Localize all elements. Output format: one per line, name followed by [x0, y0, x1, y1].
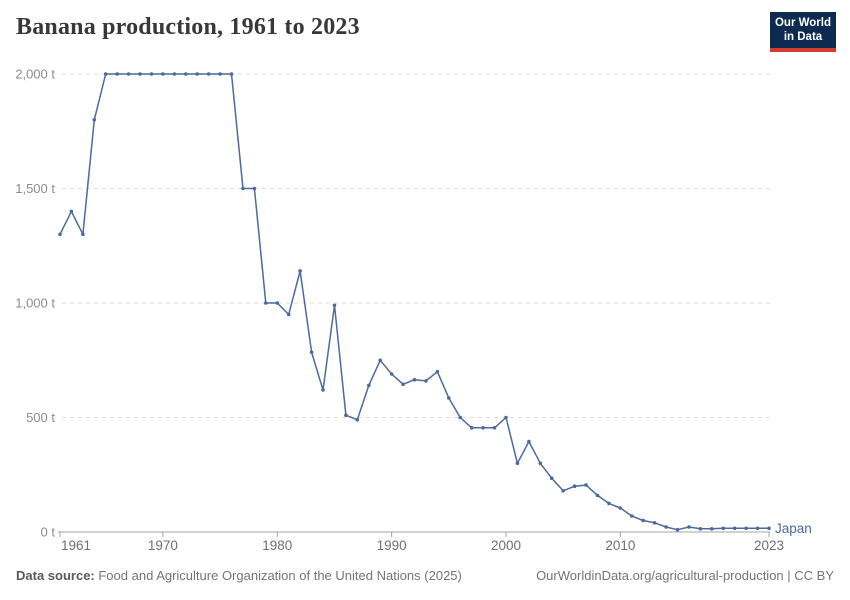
data-point	[367, 383, 371, 388]
x-tick-label: 1961	[61, 538, 91, 553]
owid-logo-line1: Our World	[774, 17, 831, 29]
series-line-japan	[59, 73, 770, 531]
data-point	[184, 72, 188, 76]
data-point	[561, 489, 565, 493]
data-point	[332, 303, 337, 308]
data-point	[732, 526, 737, 531]
data-point	[698, 527, 703, 531]
data-point	[149, 72, 154, 76]
data-point	[515, 461, 520, 466]
data-point	[195, 72, 199, 76]
data-point	[286, 312, 291, 317]
data-point	[298, 269, 302, 273]
data-point	[572, 484, 577, 489]
data-point	[435, 369, 440, 374]
data-point	[252, 186, 257, 191]
data-point	[412, 377, 417, 382]
data-point	[389, 372, 394, 376]
data-point	[630, 514, 634, 518]
x-tick-label: 2023	[754, 538, 784, 553]
series-label-japan[interactable]: Japan	[775, 521, 812, 536]
y-tick-label: 1,000 t	[15, 296, 55, 311]
data-point	[138, 72, 142, 76]
owid-logo[interactable]: Our World in Data	[770, 12, 836, 52]
data-point	[710, 527, 714, 531]
x-tick-label: 2010	[605, 538, 635, 553]
data-point	[229, 72, 234, 76]
data-point	[447, 396, 451, 400]
data-point	[378, 358, 383, 363]
data-point	[355, 418, 360, 422]
data-point	[275, 301, 280, 305]
footer-citation-link[interactable]: OurWorldinData.org/agricultural-producti…	[536, 568, 834, 583]
data-point	[92, 118, 97, 122]
data-point	[595, 493, 600, 498]
data-point	[469, 426, 474, 430]
y-tick-label: 2,000 t	[15, 67, 55, 82]
x-tick-label: 1990	[377, 538, 407, 553]
data-point	[721, 526, 726, 531]
data-point	[424, 379, 428, 383]
data-point	[687, 525, 691, 529]
data-point	[69, 209, 74, 214]
data-point	[538, 461, 543, 466]
data-source: Data source: Food and Agriculture Organi…	[16, 568, 462, 583]
data-point	[344, 413, 348, 418]
data-point	[58, 232, 62, 237]
data-point	[767, 526, 771, 531]
data-point	[218, 72, 222, 76]
data-point	[504, 415, 508, 420]
y-tick-label: 500 t	[26, 410, 55, 425]
data-point	[321, 388, 325, 392]
data-point	[241, 186, 245, 191]
data-point	[755, 526, 760, 531]
owid-logo-line2: in Data	[783, 31, 823, 43]
data-point	[675, 527, 680, 532]
data-point	[458, 415, 463, 420]
y-tick-label: 0 t	[41, 525, 56, 540]
data-point	[549, 476, 554, 481]
data-point	[115, 72, 119, 76]
chart-title: Banana production, 1961 to 2023	[16, 14, 360, 40]
x-tick-label: 1980	[262, 538, 292, 553]
data-point	[161, 72, 165, 76]
data-point	[309, 350, 314, 355]
data-point	[103, 72, 108, 76]
data-point	[527, 439, 531, 444]
data-point	[206, 72, 211, 76]
data-point	[126, 72, 131, 76]
data-point	[607, 501, 611, 506]
data-point	[652, 521, 657, 525]
data-source-label: Data source:	[16, 568, 95, 583]
data-source-text: Food and Agriculture Organization of the…	[94, 568, 462, 583]
data-point	[264, 301, 268, 305]
data-point	[618, 506, 623, 510]
data-point	[172, 72, 177, 76]
data-point	[401, 382, 405, 387]
data-point	[744, 526, 748, 531]
x-tick-label: 2000	[491, 538, 521, 553]
data-point	[481, 426, 485, 430]
y-tick-label: 1,500 t	[15, 181, 55, 196]
data-point	[584, 483, 588, 487]
data-point	[81, 232, 85, 237]
x-tick-label: 1970	[148, 538, 178, 553]
chart-footer: Data source: Food and Agriculture Organi…	[16, 568, 834, 583]
data-point	[641, 518, 645, 523]
data-point	[492, 426, 497, 430]
data-point	[664, 525, 668, 529]
